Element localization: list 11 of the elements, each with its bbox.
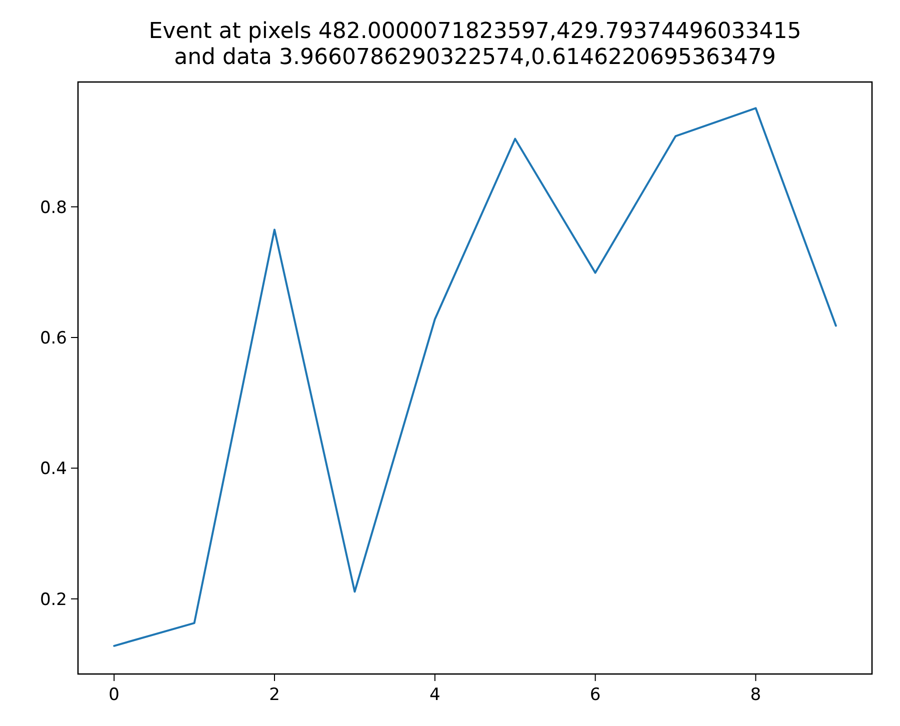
y-tick-label: 0.6 (40, 328, 67, 348)
x-tick-label: 2 (269, 685, 280, 705)
chart-title: Event at pixels 482.0000071823597,429.79374496033415 and data 3.9660786290322574,0.6146220695363479 (148, 19, 802, 70)
x-tick-label: 4 (429, 685, 440, 705)
x-tick-label: 6 (590, 685, 601, 705)
x-tick-label: 8 (750, 685, 762, 705)
x-tick-label: 0 (108, 685, 120, 705)
y-tick-label: 0.8 (40, 198, 67, 218)
y-tick-label: 0.4 (40, 459, 67, 480)
y-tick-label: 0.2 (40, 590, 67, 610)
line-series (113, 107, 837, 647)
